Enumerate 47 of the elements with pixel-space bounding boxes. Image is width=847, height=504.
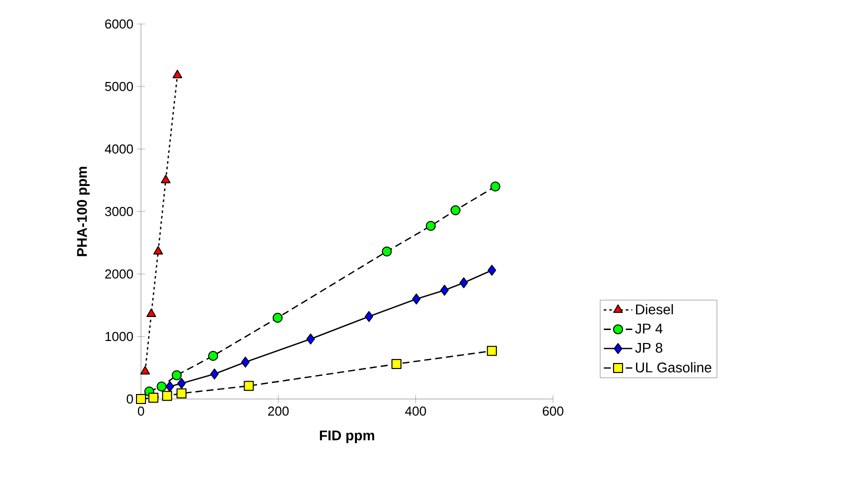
point bbox=[148, 392, 158, 403]
point bbox=[172, 70, 182, 78]
point bbox=[176, 388, 187, 398]
point bbox=[241, 356, 250, 368]
point bbox=[412, 294, 421, 304]
point bbox=[272, 312, 283, 323]
legend-label: UL Gasoline bbox=[636, 362, 712, 372]
x-tick-label: 0 bbox=[138, 406, 144, 416]
legend-label: Diesel bbox=[636, 304, 673, 314]
point bbox=[450, 205, 460, 216]
point bbox=[364, 311, 374, 322]
y-tick-label: 2000 bbox=[105, 269, 133, 279]
point bbox=[426, 220, 436, 231]
point bbox=[162, 390, 172, 401]
point bbox=[391, 358, 402, 369]
point bbox=[177, 378, 186, 389]
point bbox=[136, 394, 146, 404]
point bbox=[486, 346, 497, 356]
point bbox=[490, 182, 500, 192]
point bbox=[146, 308, 156, 317]
y-tick-label: 6000 bbox=[105, 19, 133, 29]
legend-label: JP 8 bbox=[635, 342, 662, 353]
x-tick-label: 600 bbox=[542, 406, 564, 416]
point bbox=[244, 380, 254, 391]
point bbox=[440, 284, 449, 296]
point bbox=[306, 334, 315, 344]
point bbox=[210, 368, 219, 380]
legend-label: JP 4 bbox=[635, 324, 663, 334]
point bbox=[172, 370, 182, 380]
point bbox=[382, 246, 392, 256]
point bbox=[166, 380, 174, 392]
y-tick-label: 5000 bbox=[105, 82, 133, 92]
y-tick-label: 4000 bbox=[104, 144, 133, 154]
x-tick-label: 400 bbox=[405, 406, 426, 416]
point bbox=[153, 246, 163, 254]
x-axis-title: FID ppm bbox=[320, 430, 374, 444]
point bbox=[156, 382, 167, 392]
y-tick-label: 1000 bbox=[106, 332, 133, 342]
point bbox=[140, 366, 150, 374]
x-tick-label: 200 bbox=[268, 406, 289, 416]
y-tick-label: 0 bbox=[126, 394, 133, 404]
y-axis-title: PHA-100 ppm bbox=[76, 166, 90, 256]
point bbox=[459, 277, 468, 288]
y-tick-label: 3000 bbox=[105, 206, 133, 216]
point bbox=[160, 174, 171, 184]
point bbox=[208, 350, 218, 361]
point bbox=[488, 264, 496, 276]
